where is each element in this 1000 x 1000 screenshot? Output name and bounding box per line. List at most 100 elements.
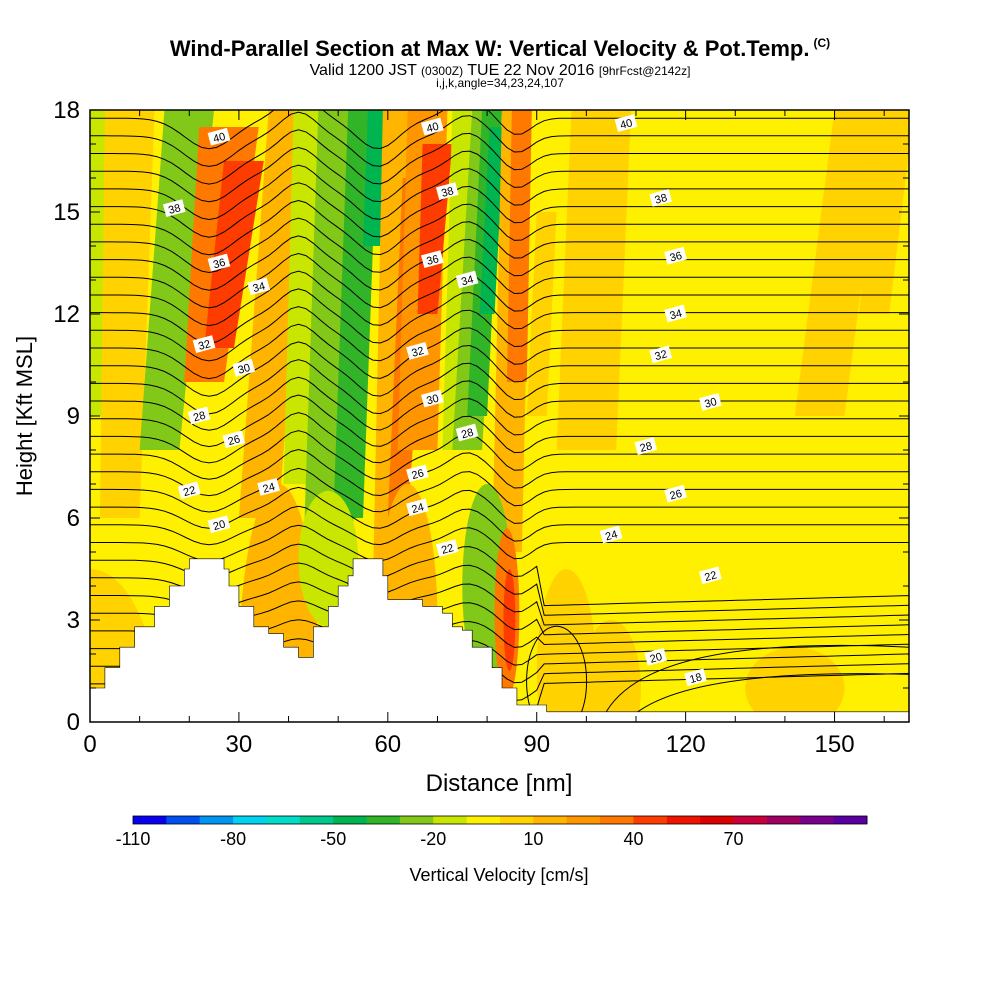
theta-label-bg — [455, 270, 479, 289]
colorbar-swatch — [266, 816, 301, 824]
colorbar-swatch — [333, 816, 368, 824]
field-band — [526, 212, 557, 416]
theta-label-text: 34 — [668, 308, 683, 323]
theta-label-bg — [187, 406, 211, 425]
field-pool — [536, 569, 597, 722]
colorbar-swatch — [133, 816, 167, 824]
theta-label: 36 — [664, 246, 687, 265]
field-band — [556, 110, 632, 450]
theta-label-text: 38 — [654, 192, 669, 207]
theta-label-text: 38 — [167, 202, 182, 217]
theta-label-bg — [177, 481, 201, 500]
theta-label-bg — [207, 515, 231, 534]
theta-label-text: 20 — [649, 651, 664, 666]
theta-label-bg — [664, 304, 687, 323]
theta-contour — [90, 341, 909, 397]
theta-contour — [90, 359, 909, 415]
theta-label-bg — [421, 250, 444, 268]
colorbar-tick-label: 10 — [523, 829, 543, 849]
theta-label: 30 — [232, 359, 256, 377]
theta-label: 36 — [421, 250, 444, 268]
colorbar-swatch — [199, 816, 234, 824]
colorbar-swatch — [633, 816, 668, 824]
theta-contour — [90, 129, 909, 185]
theta-contour — [90, 376, 909, 431]
chart-title-text: Wind-Parallel Section at Max W: Vertical… — [169, 36, 810, 61]
theta-contour — [625, 673, 909, 722]
theta-label-text: 36 — [425, 253, 440, 268]
theta-label-text: 38 — [440, 185, 455, 200]
theta-labels: 40 40 40 38 38 38 36 36 36 34 34 34 32 32 32 30 30 30 28 28… — [162, 114, 722, 687]
theta-label-bg — [421, 117, 444, 136]
colorbar-swatch — [733, 816, 768, 824]
theta-label: 34 — [664, 304, 687, 323]
subtitle-date: TUE 22 Nov 2016 — [467, 62, 595, 79]
theta-label: 28 — [634, 437, 658, 455]
colorbar-label: Vertical Velocity [cm/s] — [409, 865, 588, 885]
theta-label-bg — [649, 345, 673, 364]
theta-label-text: 40 — [212, 131, 227, 146]
colorbar-swatch — [366, 816, 401, 824]
theta-label: 20 — [644, 648, 668, 666]
theta-label-text: 36 — [668, 250, 683, 265]
theta-contour-cell — [526, 625, 588, 722]
theta-label-text: 26 — [227, 433, 242, 448]
field-pool — [503, 569, 516, 671]
x-axis: 0 30 60 90 120 150 — [83, 110, 885, 758]
theta-contour — [90, 448, 909, 497]
theta-label: 22 — [699, 566, 722, 585]
theta-contour — [90, 323, 909, 380]
colorbar-swatch — [600, 816, 634, 824]
theta-label-bg — [232, 359, 256, 377]
theta-label-bg — [207, 127, 231, 146]
theta-label: 18 — [684, 668, 707, 687]
theta-label-bg — [406, 464, 429, 483]
colorbar-swatch — [800, 816, 835, 824]
theta-label-text: 20 — [212, 518, 227, 533]
theta-label-bg — [664, 484, 687, 503]
colorbar-swatch — [833, 816, 868, 824]
colorbar-swatch — [166, 816, 201, 824]
theta-label-bg — [257, 478, 280, 496]
subtitle-forecast: [9hrFcst@2142z] — [598, 64, 691, 78]
colorbar-swatch — [533, 816, 568, 824]
colorbar-tick-label: -50 — [320, 829, 346, 849]
theta-label-text: 34 — [460, 274, 475, 289]
theta-contour — [90, 288, 909, 344]
colorbar-swatch — [700, 816, 735, 824]
theta-label: 32 — [406, 342, 429, 360]
velocity-field — [90, 110, 909, 722]
x-tick-label: 90 — [523, 731, 550, 758]
theta-label-text: 32 — [654, 348, 669, 363]
colorbar-tick-label: -20 — [420, 829, 446, 849]
theta-label: 36 — [207, 253, 231, 272]
theta-label-bg — [162, 199, 186, 217]
theta-label-text: 32 — [410, 345, 425, 360]
chart-indices: i,j,k,angle=34,23,24,107 — [436, 76, 564, 90]
chart-title: Wind-Parallel Section at Max W: Vertical… — [0, 36, 1000, 62]
theta-contour — [90, 505, 909, 546]
theta-contour — [90, 146, 909, 203]
theta-contour — [90, 270, 909, 327]
theta-label: 26 — [222, 430, 246, 449]
theta-label-bg — [684, 668, 707, 687]
theta-contour — [90, 252, 909, 309]
theta-label: 26 — [406, 464, 429, 483]
colorbar-tick-label: 70 — [723, 829, 743, 849]
theta-label-text: 36 — [212, 257, 227, 272]
theta-label-bg — [614, 114, 638, 132]
theta-label-bg — [699, 566, 722, 585]
theta-label: 40 — [421, 117, 444, 136]
theta-label-bg — [435, 539, 459, 557]
x-tick-label: 120 — [666, 731, 706, 758]
theta-label-text: 26 — [410, 467, 425, 482]
colorbar-swatch — [299, 816, 334, 824]
theta-label-text: 40 — [425, 121, 440, 136]
colorbar-swatch — [566, 816, 601, 824]
theta-contour — [90, 110, 909, 150]
x-tick-label: 0 — [83, 731, 96, 758]
colorbar: -110 -80 -50 -20 10 40 70 — [116, 815, 868, 849]
theta-label-text: 22 — [703, 569, 718, 584]
